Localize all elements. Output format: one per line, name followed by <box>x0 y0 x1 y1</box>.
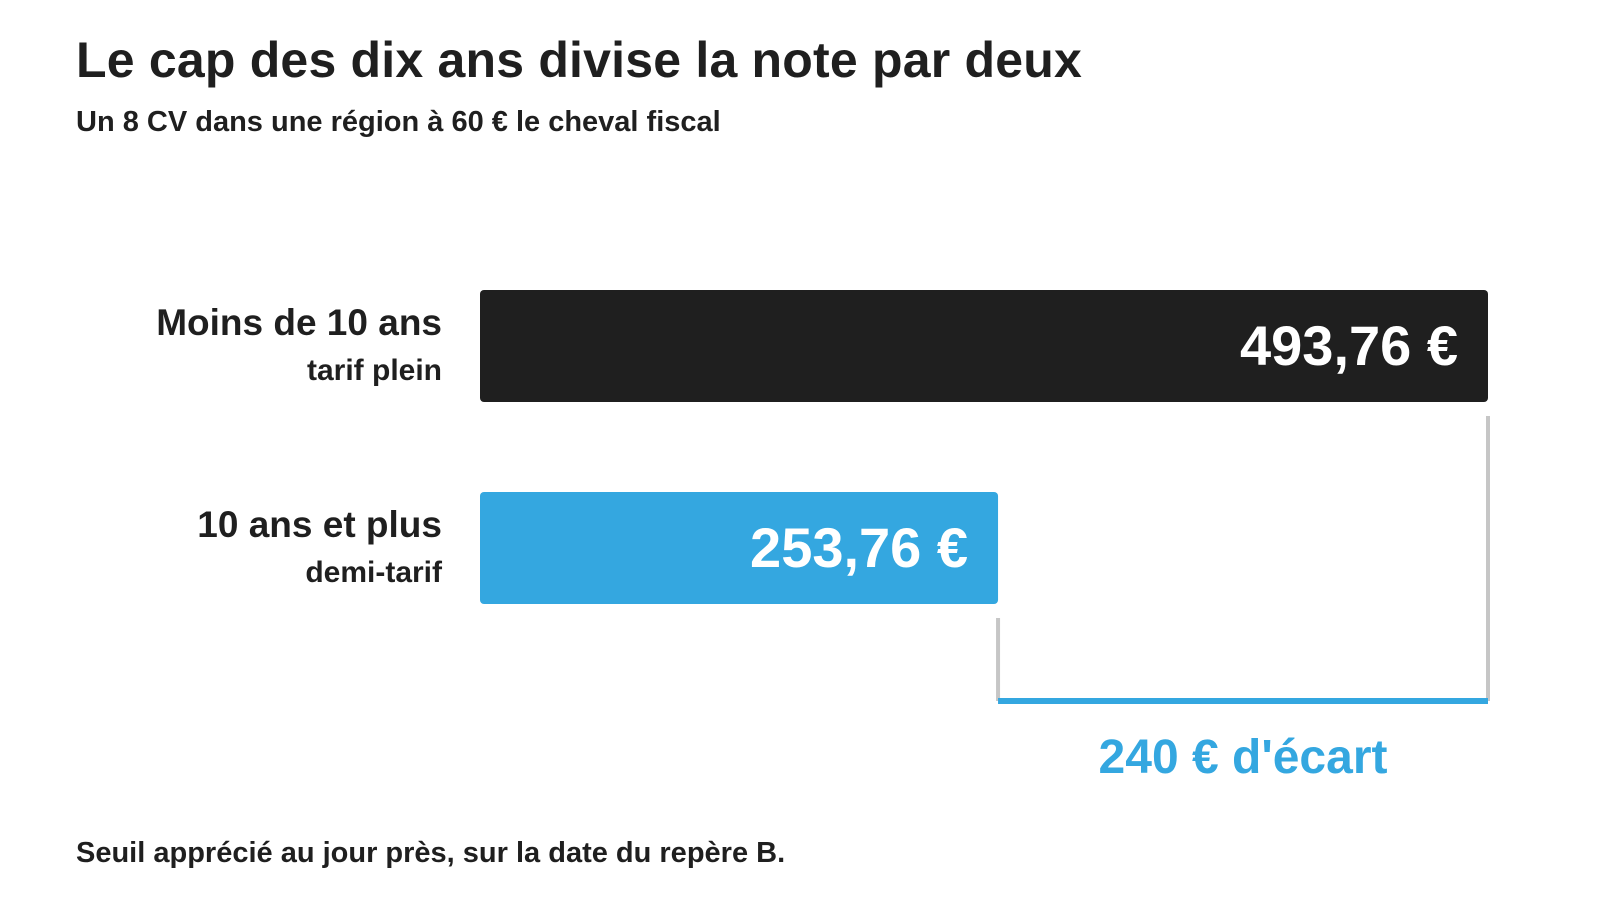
bar-value-label: 253,76 € <box>750 516 968 579</box>
category-label: 10 ans et plus <box>197 504 442 545</box>
category-sublabel: tarif plein <box>307 354 442 387</box>
difference-label: 240 € d'écart <box>1099 731 1388 784</box>
category-label: Moins de 10 ans <box>156 302 442 343</box>
category-sublabel: demi-tarif <box>305 556 443 589</box>
bar-value-label: 493,76 € <box>1240 314 1458 377</box>
bar <box>480 492 999 604</box>
chart-subtitle: Un 8 CV dans une région à 60 € le cheval… <box>76 106 721 138</box>
bar <box>480 290 1488 402</box>
chart-title: Le cap des dix ans divise la note par de… <box>76 32 1082 88</box>
footnote: Seuil apprécié au jour près, sur la date… <box>76 837 786 869</box>
